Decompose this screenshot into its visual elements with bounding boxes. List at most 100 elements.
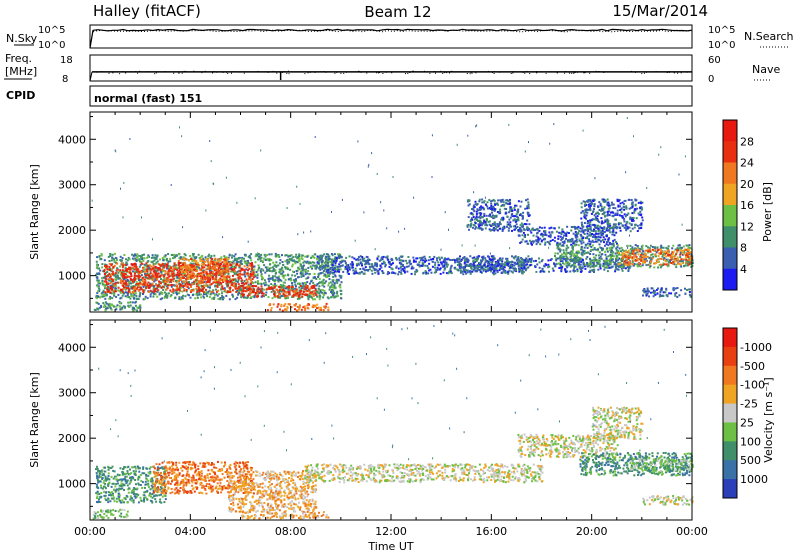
heatmap-cell [112, 254, 114, 256]
heatmap-cell [598, 201, 600, 203]
heatmap-cell [179, 290, 181, 292]
heatmap-cell [309, 262, 311, 264]
heatmap-cell [516, 260, 518, 262]
heatmap-cell [382, 272, 384, 274]
heatmap-cell [612, 226, 614, 228]
nave-point [571, 71, 572, 72]
heatmap-cell [580, 241, 582, 243]
nave-point [494, 71, 495, 72]
heatmap-cell [617, 210, 619, 212]
heatmap-cell [326, 274, 328, 276]
heatmap-cell [457, 258, 459, 260]
heatmap-cell [187, 267, 189, 269]
heatmap-cell [474, 267, 476, 269]
heatmap-cell [226, 261, 228, 263]
heatmap-cell [411, 273, 413, 275]
heatmap-cell [591, 201, 593, 203]
heatmap-cell [257, 287, 259, 289]
heatmap-cell [134, 268, 136, 270]
heatmap-cell [525, 269, 527, 271]
heatmap-cell [252, 290, 254, 292]
heatmap-cell [352, 267, 354, 269]
heatmap-cell [537, 232, 539, 234]
heatmap-cell [591, 213, 593, 215]
heatmap-cell [442, 265, 444, 267]
heatmap-cell [300, 276, 302, 278]
heatmap-cell [281, 267, 283, 269]
heatmap-cell [571, 226, 573, 228]
heatmap-cell [145, 296, 147, 298]
heatmap-cell [436, 269, 438, 271]
heatmap-cell [606, 230, 608, 232]
heatmap-cell [119, 266, 121, 268]
heatmap-cell [207, 255, 209, 257]
heatmap-cell [600, 240, 602, 242]
noise-series-line [90, 30, 692, 48]
heatmap-cell [432, 266, 434, 268]
heatmap-cell [170, 279, 172, 281]
heatmap-cell [581, 202, 583, 204]
heatmap-cell [406, 266, 408, 268]
heatmap-cell [253, 272, 255, 274]
heatmap-cell [537, 228, 539, 230]
heatmap-cell [327, 265, 329, 267]
heatmap-cell [169, 290, 171, 292]
heatmap-cell [636, 263, 638, 265]
heatmap-cell [172, 273, 174, 275]
nave-point [265, 71, 266, 72]
heatmap-cell [104, 281, 106, 283]
nave-point [677, 73, 678, 74]
heatmap-cell [216, 263, 218, 265]
nave-point [598, 71, 599, 72]
heatmap-cell [266, 254, 268, 256]
heatmap-cell [275, 255, 277, 257]
heatmap-cell [140, 283, 142, 285]
heatmap-cell [313, 262, 315, 264]
nave-point [669, 72, 670, 73]
heatmap-cell [256, 271, 258, 273]
heatmap-cell [629, 217, 631, 219]
heatmap-cell [248, 284, 250, 286]
heatmap-cell [192, 270, 194, 272]
heatmap-cell [459, 255, 461, 257]
heatmap-cell [238, 292, 240, 294]
heatmap-cell [248, 265, 250, 267]
heatmap-cell [314, 276, 316, 278]
heatmap-cell [509, 270, 511, 272]
heatmap-cell [560, 236, 562, 238]
heatmap-cell [451, 272, 453, 274]
n-sky-label: N.Sky [6, 32, 38, 45]
heatmap-cell [131, 275, 133, 277]
heatmap-cell [404, 266, 406, 268]
heatmap-cell [315, 289, 317, 291]
heatmap-cell [527, 234, 529, 236]
heatmap-cell [109, 260, 111, 262]
heatmap-cell [419, 257, 421, 259]
heatmap-cell [292, 286, 294, 288]
heatmap-cell [185, 285, 187, 287]
heatmap-cell [412, 257, 414, 259]
heatmap-cell [198, 292, 200, 294]
heatmap-cell [140, 271, 142, 273]
heatmap-cell [610, 227, 612, 229]
heatmap-cell [491, 268, 493, 270]
heatmap-cell [199, 269, 201, 271]
heatmap-cell [188, 294, 190, 296]
heatmap-cell [601, 220, 603, 222]
heatmap-cell [268, 278, 270, 280]
heatmap-cell [134, 253, 136, 255]
frequency-series-group [90, 71, 692, 81]
heatmap-cell [530, 232, 532, 234]
heatmap-cell [259, 283, 261, 285]
heatmap-cell [112, 280, 114, 282]
heatmap-cell [541, 270, 543, 272]
heatmap-cell [391, 259, 393, 261]
heatmap-cell [286, 254, 288, 256]
heatmap-cell [162, 257, 164, 259]
heatmap-cell [325, 256, 327, 258]
nave-point [391, 72, 392, 73]
heatmap-cell [167, 274, 169, 276]
heatmap-cell [626, 221, 628, 223]
nave-point [214, 71, 215, 72]
heatmap-cell [585, 209, 587, 211]
